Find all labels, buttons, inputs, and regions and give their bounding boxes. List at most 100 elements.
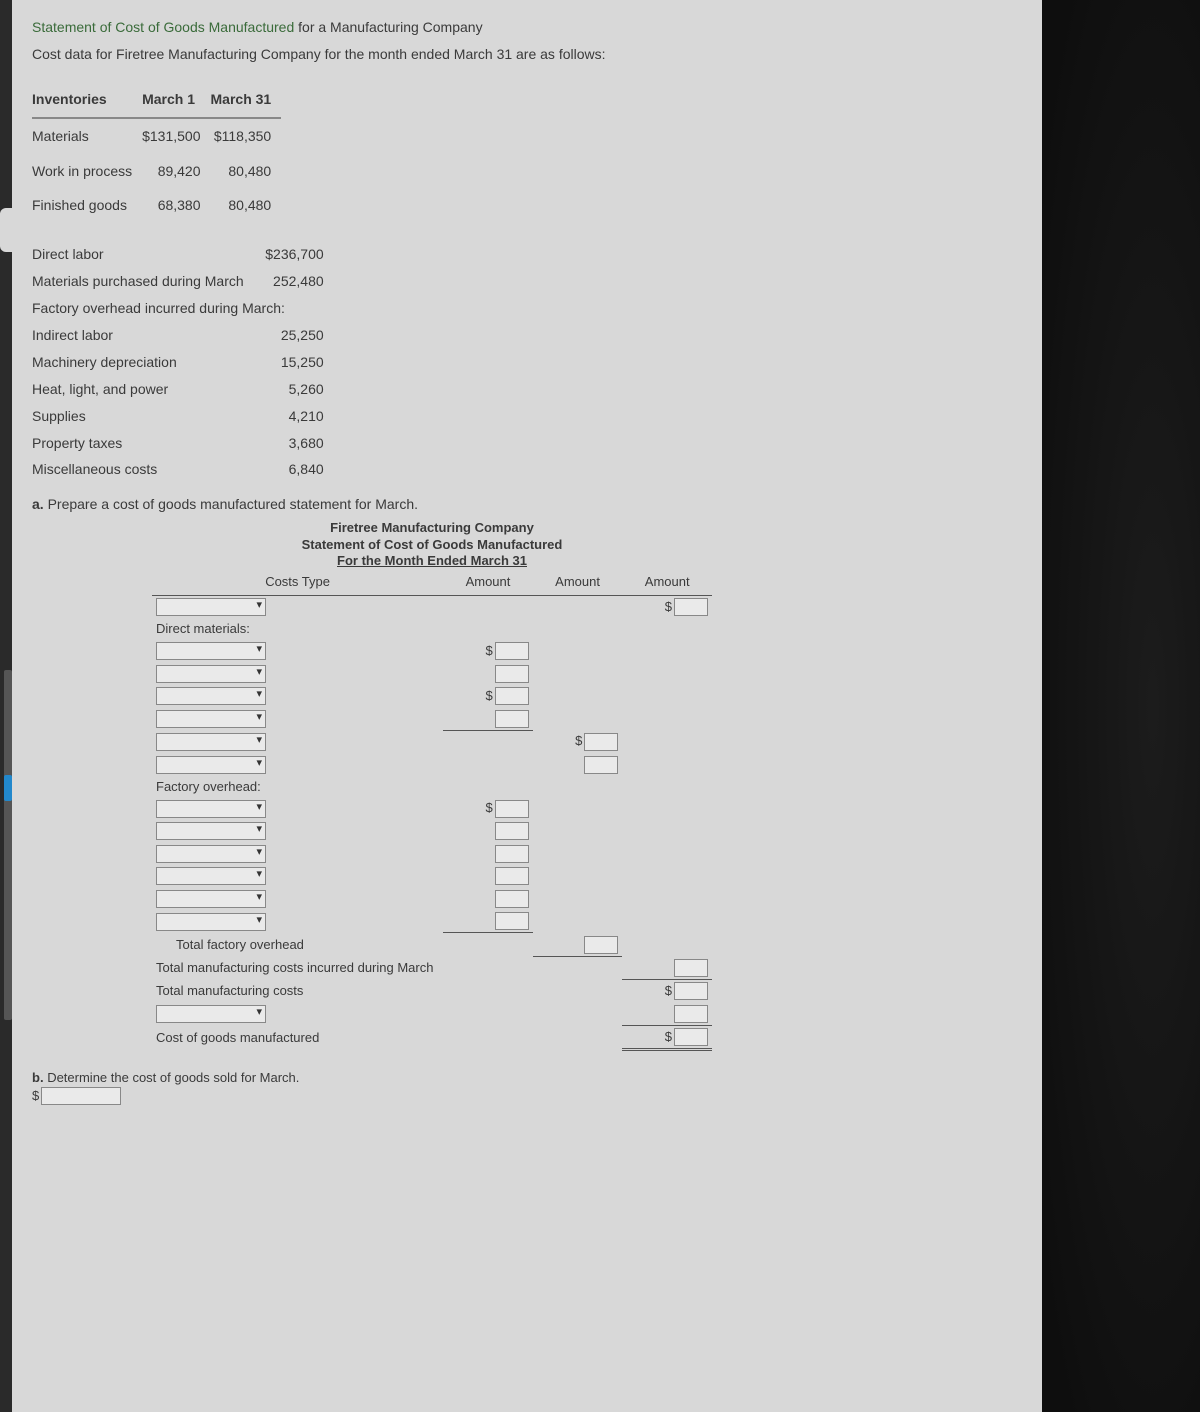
instruction-a: a. a. Prepare a cost of goods manufactur… [32,495,1022,514]
dropdown[interactable] [156,845,266,863]
amount-input[interactable] [495,912,529,930]
dollar-sign: $ [32,1088,39,1103]
inv-m31: 80,480 [211,188,282,223]
inv-label: Work in process [32,154,142,189]
cost-label: Miscellaneous costs [32,456,256,483]
stmt-h1: Firetree Manufacturing Company [152,520,712,536]
cost-val: 6,840 [256,456,336,483]
amount-input[interactable] [495,710,529,728]
dropdown[interactable] [156,890,266,908]
cost-val: 4,210 [256,403,336,430]
dropdown[interactable] [156,665,266,683]
col-costs-type: Costs Type [152,569,443,595]
col-amount-3: Amount [622,569,712,595]
amount-input[interactable] [495,822,529,840]
cost-val: $236,700 [256,241,336,268]
dropdown[interactable] [156,733,266,751]
title-green: Statement of Cost of Goods Manufactured [32,19,294,35]
dollar-sign: $ [665,599,672,614]
cost-label: Direct labor [32,241,256,268]
amount-input[interactable] [495,845,529,863]
instruction-b-text: Determine the cost of goods sold for Mar… [47,1070,299,1085]
inventories-table: Inventories March 1 March 31 Materials $… [32,82,281,224]
stmt-h3: For the Month Ended March 31 [152,553,712,569]
direct-materials-label: Direct materials: [152,618,443,640]
dropdown[interactable] [156,1005,266,1023]
inv-m31: $118,350 [211,118,282,154]
dropdown[interactable] [156,867,266,885]
page: Statement of Cost of Goods Manufactured … [12,0,1042,1412]
inv-head-m1: March 1 [142,82,210,118]
inv-m1: $131,500 [142,118,210,154]
amount-input[interactable] [495,687,529,705]
amount-input[interactable] [495,867,529,885]
cogm-label: Cost of goods manufactured [152,1025,443,1050]
cost-label: Factory overhead incurred during March: [32,295,336,322]
amount-input[interactable] [584,936,618,954]
left-scrollbar[interactable] [4,670,12,1020]
cost-label: Materials purchased during March [32,268,256,295]
inv-label: Materials [32,118,142,154]
stmt-h2: Statement of Cost of Goods Manufactured [152,537,712,553]
inv-row: Work in process 89,420 80,480 [32,154,281,189]
cost-label: Property taxes [32,430,256,457]
dollar-sign: $ [486,688,493,703]
dollar-sign: $ [665,1029,672,1044]
cost-label: Heat, light, and power [32,376,256,403]
amount-input[interactable] [674,982,708,1000]
cost-val: 3,680 [256,430,336,457]
dropdown[interactable] [156,642,266,660]
cost-val: 15,250 [256,349,336,376]
amount-input[interactable] [584,733,618,751]
dollar-sign: $ [486,800,493,815]
dropdown[interactable] [156,687,266,705]
cost-val: 252,480 [256,268,336,295]
scrollbar-thumb[interactable] [4,775,12,801]
cost-val: 25,250 [256,322,336,349]
dropdown[interactable] [156,598,266,616]
total-mfg-incurred-label: Total manufacturing costs incurred durin… [152,956,443,979]
inv-m1: 89,420 [142,154,210,189]
dollar-sign: $ [486,643,493,658]
amount-input[interactable] [674,959,708,977]
inv-label: Finished goods [32,188,142,223]
inv-row: Materials $131,500 $118,350 [32,118,281,154]
statement-table: Costs Type Amount Amount Amount $ Direct… [152,569,712,1051]
inv-head-inventories: Inventories [32,82,142,118]
total-mfg-costs-label: Total manufacturing costs [152,979,443,1002]
cost-val: 5,260 [256,376,336,403]
costs-table: Direct labor$236,700 Materials purchased… [32,241,336,483]
amount-input[interactable] [495,800,529,818]
factory-overhead-label: Factory overhead: [152,776,443,798]
dropdown[interactable] [156,822,266,840]
dropdown[interactable] [156,756,266,774]
inv-head-m31: March 31 [211,82,282,118]
dark-background-right [1042,0,1200,1412]
cost-label: Supplies [32,403,256,430]
total-factory-overhead-label: Total factory overhead [152,933,443,956]
dropdown[interactable] [156,710,266,728]
amount-input[interactable] [674,1028,708,1046]
inv-row: Finished goods 68,380 80,480 [32,188,281,223]
amount-input[interactable] [495,665,529,683]
dropdown[interactable] [156,800,266,818]
amount-input[interactable] [584,756,618,774]
statement-header: Firetree Manufacturing Company Statement… [152,520,712,569]
inv-m1: 68,380 [142,188,210,223]
cogs-input[interactable] [41,1087,121,1105]
dollar-sign: $ [575,733,582,748]
cost-label: Indirect labor [32,322,256,349]
statement-wrap: Firetree Manufacturing Company Statement… [152,520,712,1051]
cost-label: Machinery depreciation [32,349,256,376]
dropdown[interactable] [156,913,266,931]
amount-input[interactable] [674,1005,708,1023]
dollar-sign: $ [665,983,672,998]
instruction-b: b. Determine the cost of goods sold for … [32,1069,1022,1105]
amount-input[interactable] [674,598,708,616]
amount-input[interactable] [495,642,529,660]
left-tab-marker [0,208,12,252]
inv-m31: 80,480 [211,154,282,189]
col-amount-1: Amount [443,569,533,595]
subtitle: Cost data for Firetree Manufacturing Com… [32,45,1022,64]
amount-input[interactable] [495,890,529,908]
